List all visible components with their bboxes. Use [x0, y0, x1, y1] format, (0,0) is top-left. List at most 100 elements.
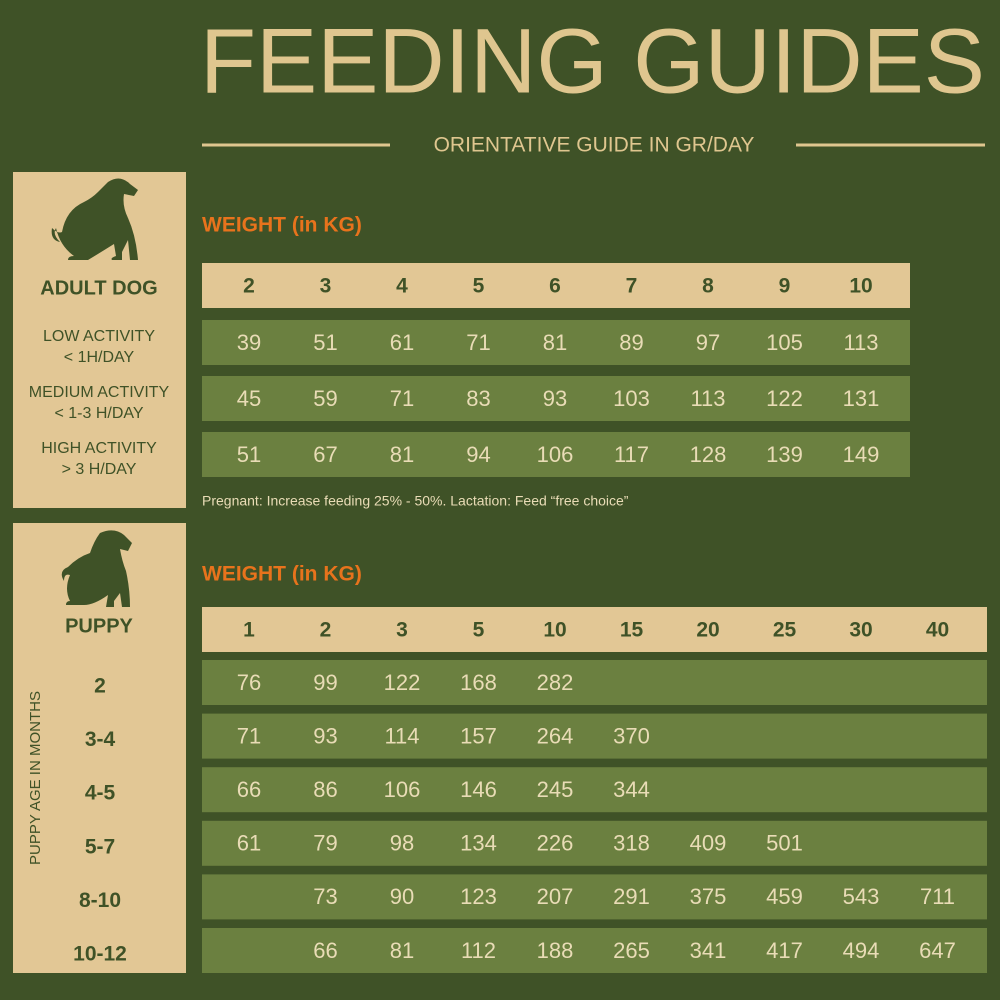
row-label: 8-10: [79, 889, 121, 912]
cell: 83: [466, 386, 490, 411]
row-label: LOW ACTIVITY: [43, 328, 155, 345]
adult-label: ADULT DOG: [40, 277, 157, 299]
cell: 81: [390, 442, 414, 467]
cell: 114: [384, 723, 419, 748]
cell: 264: [537, 723, 574, 748]
cell: 122: [384, 670, 421, 695]
weight: 2: [320, 619, 332, 642]
cell: 409: [690, 831, 727, 856]
adult-dog-icon: [51, 178, 138, 260]
cell: 86: [313, 777, 337, 802]
weight: 7: [626, 275, 638, 298]
cell: 501: [766, 831, 803, 856]
cell: 226: [537, 831, 574, 856]
row: [202, 376, 910, 421]
cell: 417: [766, 938, 803, 963]
cell: 79: [313, 831, 337, 856]
cell: 39: [237, 330, 261, 355]
cell: 291: [613, 884, 650, 909]
weight: 3: [396, 619, 408, 642]
weight: 6: [549, 275, 561, 298]
row-label: MEDIUM ACTIVITY: [29, 384, 170, 401]
cell: 647: [919, 938, 956, 963]
row-label: 5-7: [85, 835, 115, 858]
subtitle: ORIENTATIVE GUIDE IN GR/DAY: [434, 134, 755, 157]
cell: 375: [690, 884, 727, 909]
weight: 3: [320, 275, 332, 298]
cell: 245: [537, 777, 574, 802]
cell: 113: [690, 386, 725, 411]
cell: 370: [613, 723, 650, 748]
weight: 5: [473, 275, 485, 298]
cell: 318: [613, 831, 650, 856]
row-label: < 1H/DAY: [64, 349, 135, 366]
weight: 9: [779, 275, 791, 298]
header-row: [202, 607, 987, 652]
row-label: < 1-3 H/DAY: [54, 405, 143, 422]
cell: 99: [313, 670, 337, 695]
weight: 8: [702, 275, 714, 298]
cell: 112: [461, 938, 496, 963]
cell: 106: [537, 442, 574, 467]
cell: 97: [696, 330, 720, 355]
note: Pregnant: Increase feeding 25% - 50%. La…: [202, 493, 629, 509]
row: [202, 713, 987, 759]
cell: 117: [614, 442, 649, 467]
row-label: 3-4: [85, 728, 116, 751]
weight: 10: [543, 619, 566, 642]
cell: 94: [466, 442, 490, 467]
cell: 139: [766, 442, 803, 467]
cell: 66: [313, 938, 337, 963]
weight: 15: [620, 619, 644, 642]
weight: 5: [473, 619, 485, 642]
cell: 71: [466, 330, 490, 355]
cell: 61: [390, 330, 414, 355]
cell: 45: [237, 386, 261, 411]
weight: 10: [849, 275, 872, 298]
cell: 344: [613, 777, 650, 802]
row-label: > 3 H/DAY: [62, 461, 137, 478]
cell: 66: [237, 777, 261, 802]
cell: 105: [766, 330, 803, 355]
cell: 265: [613, 938, 650, 963]
row: [202, 874, 987, 920]
header-row: [202, 263, 910, 308]
cell: 113: [843, 330, 878, 355]
cell: 131: [843, 386, 880, 411]
row: [202, 432, 910, 477]
weight: 40: [926, 619, 949, 642]
cell: 71: [237, 723, 261, 748]
cell: 128: [690, 442, 727, 467]
row-label: 2: [94, 675, 106, 698]
cell: 188: [537, 938, 574, 963]
cell: 98: [390, 831, 414, 856]
weight: 30: [849, 619, 872, 642]
row: [202, 660, 987, 705]
row: [202, 928, 987, 973]
cell: 123: [460, 884, 497, 909]
row: [202, 767, 987, 813]
age-axis-label: PUPPY AGE IN MONTHS: [27, 691, 44, 865]
cell: 73: [313, 884, 337, 909]
weight-heading: WEIGHT (in KG): [202, 214, 362, 237]
weight: 1: [243, 619, 255, 642]
row-label: HIGH ACTIVITY: [41, 440, 157, 457]
cell: 93: [313, 723, 337, 748]
cell: 282: [537, 670, 574, 695]
cell: 168: [460, 670, 497, 695]
cell: 59: [313, 386, 337, 411]
row: [202, 320, 910, 365]
cell: 51: [313, 330, 337, 355]
cell: 67: [313, 442, 337, 467]
cell: 134: [460, 831, 497, 856]
cell: 51: [237, 442, 261, 467]
row-label: 10-12: [73, 943, 127, 966]
cell: 61: [237, 831, 261, 856]
weight: 20: [696, 619, 719, 642]
cell: 106: [384, 777, 421, 802]
cell: 543: [843, 884, 880, 909]
cell: 494: [843, 938, 880, 963]
cell: 81: [543, 330, 567, 355]
weight-heading: WEIGHT (in KG): [202, 563, 362, 586]
